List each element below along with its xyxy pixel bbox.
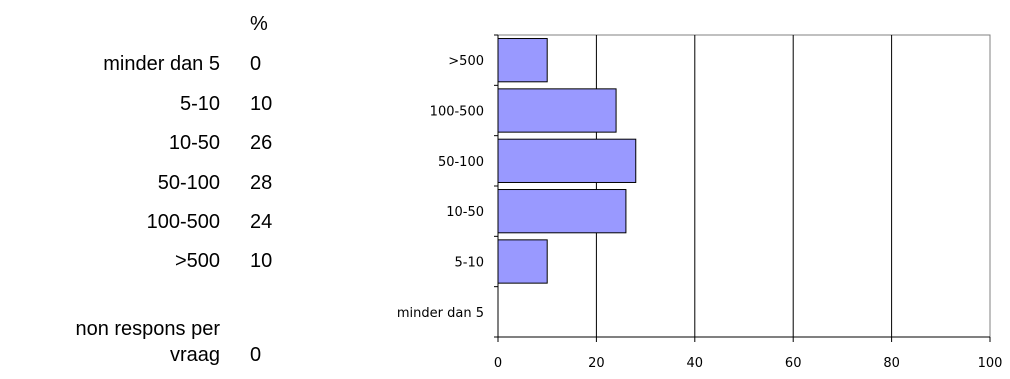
x-tick-label: 40 bbox=[687, 356, 704, 371]
table-row-label: 50-100 bbox=[157, 172, 220, 194]
category-label: 50-100 bbox=[438, 155, 484, 170]
bar bbox=[497, 189, 627, 234]
category-label: minder dan 5 bbox=[397, 306, 484, 321]
table-row-label: 100-500 bbox=[146, 211, 220, 233]
bar bbox=[497, 239, 548, 284]
table-row-label: >500 bbox=[174, 250, 220, 272]
category-label: 10-50 bbox=[446, 205, 484, 220]
nonresponse-label-line2: vraag bbox=[169, 344, 220, 366]
table-row-value: 24 bbox=[250, 211, 273, 233]
table-row-label: minder dan 5 bbox=[103, 53, 220, 75]
x-tick-label: 80 bbox=[883, 356, 900, 371]
x-tick-label: 0 bbox=[494, 356, 502, 371]
bar bbox=[497, 138, 637, 183]
bar bbox=[497, 38, 548, 83]
x-tick-label: 100 bbox=[978, 356, 1003, 371]
table-row-value: 10 bbox=[250, 250, 273, 272]
table-row-value: 0 bbox=[250, 53, 262, 75]
bar bbox=[497, 88, 617, 133]
table-row-value: 28 bbox=[250, 172, 273, 194]
category-label: 5-10 bbox=[454, 256, 484, 271]
table-row-label: 5-10 bbox=[179, 93, 220, 115]
table-row-value: 26 bbox=[250, 132, 273, 154]
category-label: >500 bbox=[448, 54, 484, 69]
nonresponse-label-line1: non respons per bbox=[75, 318, 220, 340]
x-tick-label: 60 bbox=[785, 356, 802, 371]
nonresponse-value: 0 bbox=[250, 344, 262, 366]
table-row-label: 10-50 bbox=[168, 132, 220, 154]
x-tick-label: 20 bbox=[588, 356, 605, 371]
table-row-value: 10 bbox=[250, 93, 273, 115]
plot-frame bbox=[498, 34, 991, 337]
percent-header: % bbox=[250, 13, 268, 35]
category-label: 100-500 bbox=[430, 105, 484, 120]
